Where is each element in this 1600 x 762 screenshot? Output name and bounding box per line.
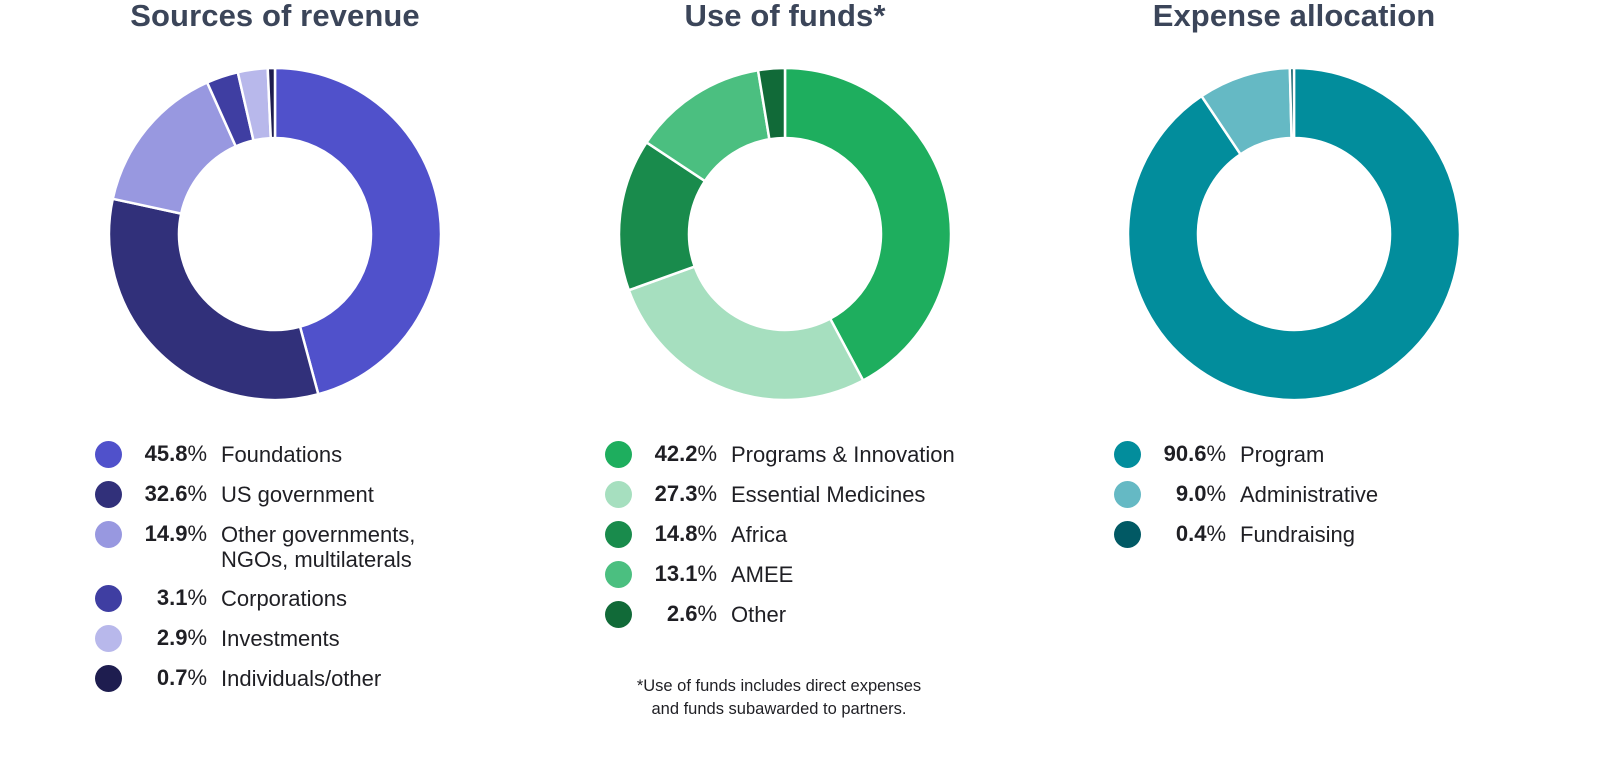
legend-item: 45.8% Foundations (95, 440, 415, 468)
revenue-panel: Sources of revenue 45.8% Foundations 32.6%… (15, 0, 535, 762)
legend-value: 14.9% (144, 521, 207, 546)
legend-swatch-icon (95, 441, 122, 468)
legend-value: 2.9% (156, 625, 207, 650)
legend-label: Programs & Innovation (731, 442, 955, 467)
legend-swatch-icon (95, 521, 122, 548)
legend-label: Africa (731, 522, 788, 547)
legend-label: Foundations (221, 442, 343, 467)
donut-slice (627, 264, 865, 402)
donut-slice (756, 66, 787, 141)
legend-item: 32.6% US government (95, 480, 415, 508)
funds-donut-chart (617, 66, 953, 402)
legend-swatch-icon (95, 665, 122, 692)
legend-label: Corporations (221, 586, 347, 611)
legend-item: 27.3% Essential Medicines (605, 480, 955, 508)
legend-value: 2.6% (666, 601, 717, 626)
legend-value: 9.0% (1175, 481, 1226, 506)
legend-value: 0.7% (156, 665, 207, 690)
donut-slice (266, 66, 277, 140)
legend-swatch-icon (605, 441, 632, 468)
donut-slice (1288, 66, 1296, 140)
legend-label: Individuals/other (221, 666, 382, 691)
legend-swatch-icon (95, 585, 122, 612)
legend-item: 3.1% Corporations (95, 584, 415, 612)
legend-label: Other governments, NGOs, multilaterals (221, 522, 416, 572)
legend-value: 13.1% (654, 561, 717, 586)
legend-item: 13.1% AMEE (605, 560, 955, 588)
legend-item: 9.0% Administrative (1114, 480, 1378, 508)
funds-title: Use of funds* (684, 0, 886, 33)
legend-swatch-icon (95, 625, 122, 652)
legend-item: 90.6% Program (1114, 440, 1378, 468)
legend-value: 3.1% (156, 585, 207, 610)
legend-label: AMEE (731, 562, 794, 587)
legend-swatch-icon (605, 481, 632, 508)
legend-label: Investments (221, 626, 340, 651)
legend-item: 14.8% Africa (605, 520, 955, 548)
funds-footnote: *Use of funds includes direct expenses a… (636, 677, 922, 718)
legend-value: 45.8% (144, 441, 207, 466)
legend-item: 14.9% Other governments, NGOs, multilater… (95, 520, 415, 572)
legend-swatch-icon (605, 561, 632, 588)
revenue-legend: 45.8% Foundations 32.6% US government 14.9% O… (95, 440, 415, 704)
legend-label: Fundraising (1240, 522, 1355, 547)
legend-swatch-icon (1114, 481, 1141, 508)
legend-item: 2.6% Other (605, 600, 955, 628)
legend-label: Administrative (1240, 482, 1379, 507)
funds-panel: Use of funds* 42.2% Programs & Innovation… (525, 0, 1045, 762)
expense-donut-chart (1126, 66, 1462, 402)
expense-legend: 90.6% Program 9.0% Administrative 0.4% Fundra… (1114, 440, 1378, 560)
legend-swatch-icon (605, 521, 632, 548)
legend-swatch-icon (605, 601, 632, 628)
legend-value: 32.6% (144, 481, 207, 506)
legend-swatch-icon (1114, 521, 1141, 548)
donut-slice (273, 66, 443, 396)
legend-value: 42.2% (654, 441, 717, 466)
legend-item: 42.2% Programs & Innovation (605, 440, 955, 468)
legend-value: 0.4% (1175, 521, 1226, 546)
expense-title: Expense allocation (1152, 0, 1436, 33)
legend-label: Program (1240, 442, 1325, 467)
legend-value: 90.6% (1163, 441, 1226, 466)
donut-slice (107, 197, 320, 402)
revenue-title: Sources of revenue (130, 0, 420, 33)
legend-swatch-icon (95, 481, 122, 508)
legend-label: US government (221, 482, 374, 507)
donut-slice (1126, 66, 1462, 402)
revenue-donut-chart (107, 66, 443, 402)
legend-label: Essential Medicines (731, 482, 926, 507)
donut-slice (783, 66, 953, 383)
legend-value: 14.8% (654, 521, 717, 546)
legend-label: Other (731, 602, 787, 627)
legend-item: 0.7% Individuals/other (95, 664, 415, 692)
legend-item: 0.4% Fundraising (1114, 520, 1378, 548)
legend-item: 2.9% Investments (95, 624, 415, 652)
expense-panel: Expense allocation 90.6% Program 9.0% Admin… (1034, 0, 1554, 762)
funds-legend: 42.2% Programs & Innovation 27.3% Essential… (605, 440, 955, 640)
legend-swatch-icon (1114, 441, 1141, 468)
legend-value: 27.3% (654, 481, 717, 506)
